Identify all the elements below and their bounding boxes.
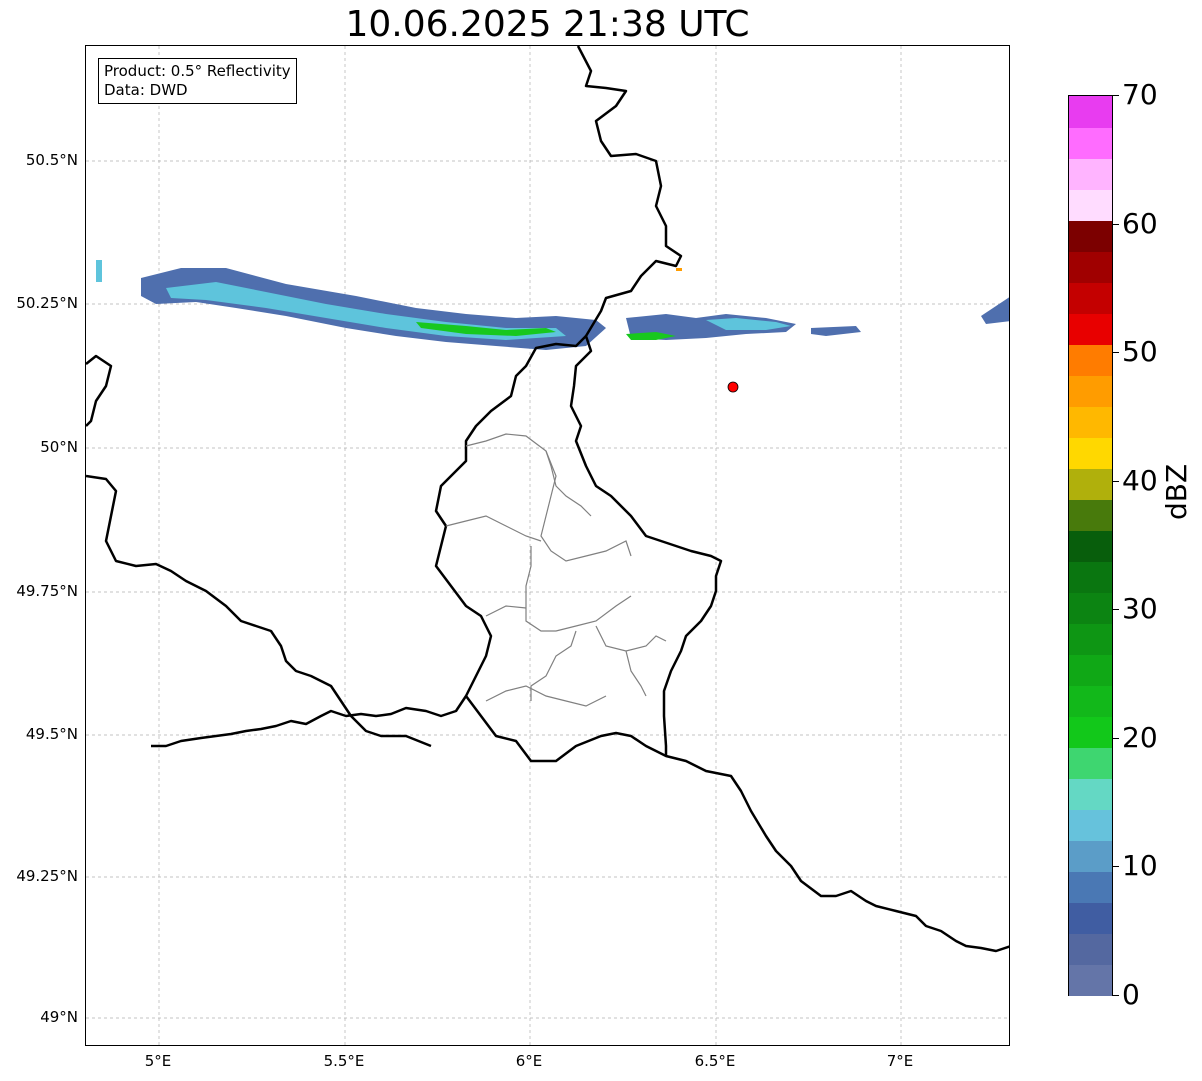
colorbar-segment (1069, 251, 1112, 283)
colorbar-segment (1069, 437, 1112, 469)
location-marker (727, 381, 739, 393)
colorbar-unit-label: dBZ (1160, 463, 1193, 520)
colorbar-segment (1069, 468, 1112, 500)
colorbar-segment (1069, 809, 1112, 841)
colorbar-tick-label: 70 (1122, 78, 1158, 111)
lon-label-7: 7°E (886, 1052, 914, 1070)
colorbar-tick (1113, 352, 1119, 354)
colorbar-tick (1113, 480, 1119, 482)
colorbar-tick-label: 50 (1122, 335, 1158, 369)
colorbar-segment (1069, 406, 1112, 438)
colorbar-segment (1069, 282, 1112, 314)
product-info-box: Product: 0.5° Reflectivity Data: DWD (98, 58, 297, 104)
map-gridlines (86, 46, 1009, 1045)
lat-label-49-75: 49.75°N (16, 582, 78, 600)
colorbar-segment (1069, 530, 1112, 562)
echo-isolated (96, 260, 102, 282)
colorbar-segment (1069, 840, 1112, 872)
colorbar-tick (1113, 866, 1119, 868)
radar-echoes (96, 260, 1009, 350)
echo-band-green (416, 322, 556, 336)
colorbar-tick-label: 40 (1122, 463, 1158, 497)
colorbar-segment (1069, 220, 1112, 252)
lat-label-50: 50°N (40, 438, 78, 456)
colorbar-tick (1113, 737, 1119, 739)
colorbar-tick-label: 20 (1122, 720, 1158, 754)
border-be-nl-west (86, 354, 113, 427)
colorbar-segment (1069, 127, 1112, 159)
map-title: 10.06.2025 21:38 UTC (345, 4, 750, 45)
lon-label-5-5: 5.5°E (323, 1052, 365, 1070)
colorbar-segment (1069, 561, 1112, 593)
colorbar-tick (1113, 995, 1119, 996)
data-source-label: Data: DWD (104, 81, 188, 99)
echo-east-cyan (706, 318, 791, 330)
echo-orange (676, 268, 682, 271)
colorbar-segment (1069, 158, 1112, 190)
echo-east-green (626, 332, 676, 340)
echo-band-cyan (166, 282, 566, 340)
echo-edge (981, 297, 1009, 324)
colorbar (1068, 95, 1113, 996)
colorbar-tick (1113, 223, 1119, 225)
colorbar-segment (1069, 778, 1112, 810)
border-lu-west (151, 335, 587, 748)
colorbar-segment (1069, 685, 1112, 717)
colorbar-segment (1069, 375, 1112, 407)
colorbar-segment (1069, 313, 1112, 345)
colorbar-segment (1069, 344, 1112, 376)
map-canvas (86, 46, 1009, 1045)
product-label: Product: 0.5° Reflectivity (104, 62, 291, 80)
colorbar-segment (1069, 964, 1112, 996)
colorbar-segment (1069, 716, 1112, 748)
radar-map: Product: 0.5° Reflectivity Data: DWD (85, 45, 1010, 1046)
lon-label-6-5: 6.5°E (694, 1052, 736, 1070)
colorbar-segment (1069, 654, 1112, 686)
border-be-de-north (569, 46, 723, 756)
colorbar-tick-label: 30 (1122, 592, 1158, 626)
lat-label-50-5: 50.5°N (25, 151, 78, 169)
colorbar-segment (1069, 96, 1112, 128)
lat-label-50-25: 50.25°N (16, 294, 78, 312)
border-be-fr-west (86, 474, 432, 748)
colorbar-tick (1113, 95, 1119, 96)
echo-far-east (811, 326, 861, 336)
colorbar-tick-label: 10 (1122, 849, 1158, 883)
colorbar-segment (1069, 933, 1112, 965)
border-lu-fr (465, 695, 1009, 953)
colorbar-tick-label: 0 (1122, 978, 1140, 1011)
colorbar-segment (1069, 747, 1112, 779)
colorbar-segment (1069, 623, 1112, 655)
lon-label-6: 6°E (515, 1052, 543, 1070)
colorbar-tick-label: 60 (1122, 206, 1158, 240)
colorbar-segment (1069, 499, 1112, 531)
colorbar-segment (1069, 902, 1112, 934)
lat-label-49: 49°N (40, 1008, 78, 1026)
colorbar-segment (1069, 592, 1112, 624)
country-borders (86, 46, 1009, 953)
colorbar-segment (1069, 871, 1112, 903)
canton-borders (445, 433, 667, 707)
colorbar-tick (1113, 609, 1119, 611)
colorbar-segment (1069, 189, 1112, 221)
lat-label-49-5: 49.5°N (25, 725, 78, 743)
lon-label-5: 5°E (144, 1052, 172, 1070)
lat-label-49-25: 49.25°N (16, 867, 78, 885)
